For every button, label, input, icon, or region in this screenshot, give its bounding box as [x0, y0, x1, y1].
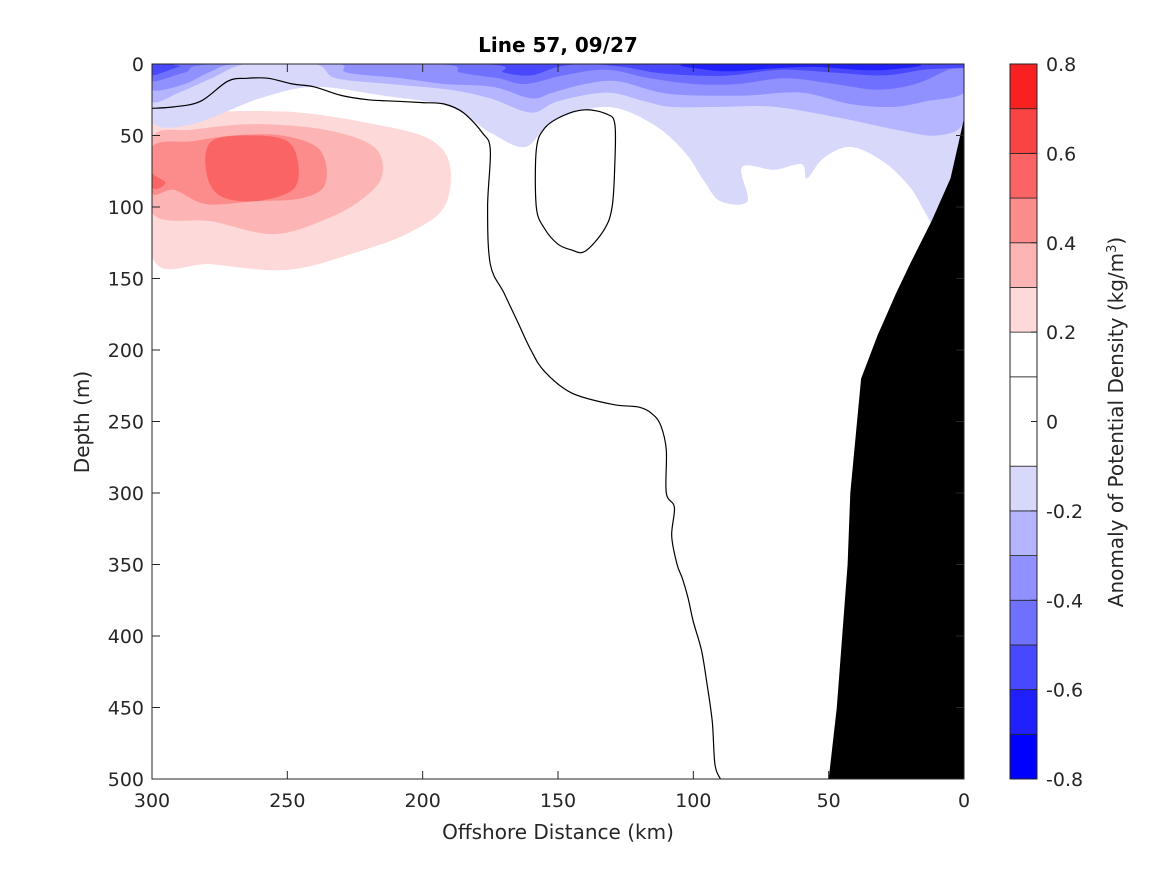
colorbar-band-4	[1009, 555, 1038, 601]
contour-region-5	[205, 135, 299, 202]
x-tick-label-0: 0	[958, 790, 970, 812]
zero-contour-0	[152, 77, 721, 779]
colorbar-band-0	[1009, 733, 1038, 780]
continental-shelf	[828, 118, 964, 779]
colorbar-band-11	[1009, 197, 1038, 244]
colorbar-band-3	[1009, 599, 1038, 646]
y-tick-label-0: 0	[132, 54, 144, 76]
shelf-layer	[828, 118, 964, 779]
colorbar-tick-label-0.2: 0.2	[1046, 322, 1076, 344]
y-tick-label-200: 200	[108, 340, 144, 362]
y-tick-label-100: 100	[108, 197, 144, 219]
colorbar-band-12	[1009, 152, 1038, 199]
y-tick-label-150: 150	[108, 269, 144, 291]
contour-region-4	[152, 145, 166, 190]
colorbar-band-5	[1009, 510, 1038, 556]
zero-contour-1	[534, 109, 617, 254]
colorbar-tick-label-0.8: 0.8	[1046, 54, 1076, 76]
colorbar-label-superscript: 3	[1105, 245, 1120, 253]
axis-ticks	[151, 63, 965, 780]
x-tick-label-150: 150	[540, 790, 576, 812]
x-axis-label: Offshore Distance (km)	[442, 820, 674, 844]
zero-contour-layer	[152, 77, 721, 779]
colorbar-tick-label--0.2: -0.2	[1046, 501, 1083, 523]
y-tick-label-50: 50	[120, 126, 144, 148]
x-tick-label-300: 300	[134, 790, 170, 812]
colorbar-tick-label--0.4: -0.4	[1046, 590, 1083, 612]
colorbar-label: Anomaly of Potential Density (kg/m3)	[1104, 237, 1128, 607]
colorbar-tick-label--0.8: -0.8	[1046, 769, 1083, 791]
colorbar-band-14	[1009, 63, 1038, 110]
colorbar-band-1	[1009, 689, 1038, 735]
colorbar-band-9	[1009, 287, 1038, 333]
y-tick-labels: 0 50 100 150 200 250 300 350 400 450 500	[108, 54, 144, 791]
colorbar-tick-label-0: 0	[1046, 412, 1058, 434]
y-tick-label-350: 350	[108, 555, 144, 577]
contour-fill-layer	[152, 64, 964, 339]
y-tick-label-400: 400	[108, 626, 144, 648]
colorbar-tick-label--0.6: -0.6	[1046, 680, 1083, 702]
y-axis-label: Depth (m)	[70, 371, 94, 473]
y-tick-label-300: 300	[108, 483, 144, 505]
colorbar-band-6	[1009, 465, 1038, 512]
colorbar-band-8	[1009, 331, 1038, 378]
colorbar-ticks: 0.8 0.6 0.4 0.2 0 -0.2 -0.4 -0.6 -0.8	[1031, 54, 1083, 791]
colorbar-label-main: Anomaly of Potential Density (kg/m	[1104, 253, 1128, 607]
x-tick-label-50: 50	[817, 790, 841, 812]
colorbar-tick-label-0.4: 0.4	[1046, 233, 1076, 255]
y-tick-label-250: 250	[108, 412, 144, 434]
colorbar-band-2	[1009, 644, 1038, 691]
x-tick-label-100: 100	[675, 790, 711, 812]
y-tick-label-500: 500	[108, 769, 144, 791]
colorbar-band-10	[1009, 242, 1038, 288]
chart-title: Line 57, 09/27	[478, 33, 638, 57]
x-tick-label-200: 200	[405, 790, 441, 812]
x-tick-labels: 300 250 200 150 100 50 0	[134, 790, 970, 812]
colorbar-tick-label-0.6: 0.6	[1046, 143, 1076, 165]
contour-region-11	[680, 64, 922, 72]
contour-region-6	[152, 64, 964, 239]
y-tick-label-450: 450	[108, 698, 144, 720]
colorbar-band-13	[1009, 108, 1038, 154]
x-tick-label-250: 250	[269, 790, 305, 812]
colorbar-label-suffix: )	[1104, 237, 1128, 245]
